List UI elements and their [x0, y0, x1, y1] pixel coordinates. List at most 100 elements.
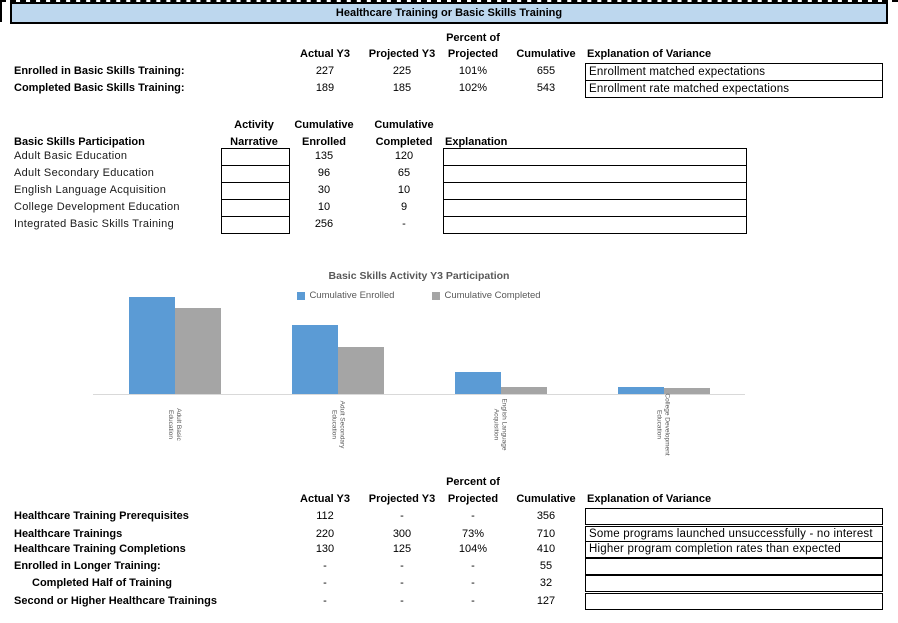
top-row-actual-value: 189 — [315, 82, 335, 94]
activity-narrative-input[interactable] — [221, 199, 290, 217]
page-break-left-tick — [0, 0, 2, 22]
legend-label: Cumulative Completed — [444, 290, 541, 301]
participation-explanation-header: Explanation — [445, 136, 508, 148]
participation-explanation-input[interactable] — [443, 199, 747, 217]
bottom-row-cumulative-value: 410 — [536, 543, 556, 555]
bottom-row-explanation-input[interactable] — [585, 508, 883, 525]
bar-enrolled-3 — [617, 387, 664, 394]
participation-enrolled-value: 135 — [314, 150, 334, 162]
category-label: English Language Acquisition — [466, 398, 536, 471]
top-row-projected-value: 185 — [392, 82, 412, 94]
participation-completed-value: 120 — [394, 150, 414, 162]
chart-x-axis — [93, 394, 745, 395]
bottom-row-projected-value: 125 — [392, 543, 412, 555]
bottom-row-explanation-input[interactable] — [585, 575, 883, 592]
bottom-row-label: Healthcare Training Completions — [14, 543, 186, 555]
bottom-percent-of-header: Percent of — [446, 476, 500, 488]
basic-skills-chart: Basic Skills Activity Y3 Participation C… — [0, 268, 898, 472]
sheet-title-banner: Healthcare Training or Basic Skills Trai… — [10, 2, 888, 24]
bottom-percent-header: Projected — [447, 493, 499, 505]
activity-header-line1: Activity — [234, 119, 274, 131]
activity-narrative-input[interactable] — [221, 148, 290, 166]
bottom-explanation-header: Explanation of Variance — [587, 493, 712, 505]
participation-row-label: English Language Acquisition — [14, 184, 167, 196]
category-label-text: Adult Secondary Education — [330, 400, 345, 449]
participation-completed-value: 10 — [397, 184, 411, 196]
participation-row-label: Adult Secondary Education — [14, 167, 155, 179]
bottom-row-actual-value: - — [323, 577, 327, 589]
bottom-row-percent-value: - — [471, 595, 475, 607]
top-percent-of-header: Percent of — [446, 32, 500, 44]
participation-completed-value: 65 — [397, 167, 411, 179]
legend-swatch-enrolled — [297, 291, 306, 300]
top-row-percent-value: 101% — [458, 65, 488, 77]
bottom-row-projected-value: - — [400, 595, 404, 607]
bottom-row-actual-value: - — [323, 595, 327, 607]
bottom-row-cumulative-value: 356 — [536, 510, 556, 522]
bar-enrolled-0 — [128, 297, 175, 394]
bottom-row-label: Completed Half of Training — [32, 577, 172, 589]
bottom-row-percent-value: 104% — [458, 543, 488, 555]
bottom-cumulative-header: Cumulative — [516, 493, 576, 505]
bottom-row-label: Healthcare Trainings — [14, 528, 123, 540]
participation-explanation-boxes — [443, 148, 747, 234]
bottom-row-cumulative-value: 32 — [539, 577, 553, 589]
bottom-row-explanation-input[interactable]: Higher program completion rates than exp… — [585, 541, 883, 558]
top-actual-header: Actual Y3 — [300, 48, 350, 60]
category-label-text: Adult Basic Education — [167, 408, 183, 441]
category-label-text: College Development Education — [656, 393, 672, 456]
top-explanation-header: Explanation of Variance — [587, 48, 712, 60]
bottom-row-explanation-input[interactable] — [585, 558, 883, 575]
bar-enrolled-2 — [454, 372, 501, 394]
chart-legend: Cumulative Enrolled Cumulative Completed — [93, 290, 745, 301]
top-row-explanation-input[interactable]: Enrollment rate matched expectations — [585, 80, 883, 98]
bar-completed-3 — [663, 388, 710, 394]
completed-header-line2: Completed — [375, 136, 433, 148]
bottom-row-actual-value: 220 — [315, 528, 335, 540]
legend-label: Cumulative Enrolled — [309, 290, 395, 301]
top-row-cumulative-value: 655 — [536, 65, 556, 77]
enrolled-header-line2: Enrolled — [301, 136, 346, 148]
top-row-label: Completed Basic Skills Training: — [14, 82, 185, 94]
bottom-row-label: Second or Higher Healthcare Trainings — [14, 595, 217, 607]
top-row-cumulative-value: 543 — [536, 82, 556, 94]
top-percent-header: Projected — [447, 48, 499, 60]
activity-narrative-input[interactable] — [221, 216, 290, 234]
top-row-explanation-input[interactable]: Enrollment matched expectations — [585, 63, 883, 81]
activity-narrative-input[interactable] — [221, 182, 290, 200]
top-row-actual-value: 227 — [315, 65, 335, 77]
bottom-row-projected-value: - — [400, 577, 404, 589]
bottom-row-label: Enrolled in Longer Training: — [14, 560, 161, 572]
top-row-label: Enrolled in Basic Skills Training: — [14, 65, 185, 77]
activity-narrative-boxes — [221, 148, 290, 234]
activity-header-line2: Narrative — [230, 136, 278, 148]
legend-item: Cumulative Enrolled — [297, 290, 394, 301]
participation-enrolled-value: 10 — [317, 201, 331, 213]
chart-title: Basic Skills Activity Y3 Participation — [328, 270, 510, 282]
participation-explanation-input[interactable] — [443, 216, 747, 234]
category-label-text: English Language Acquisition — [493, 398, 508, 451]
participation-enrolled-value: 30 — [317, 184, 331, 196]
bottom-row-percent-value: 73% — [461, 528, 485, 540]
participation-completed-value: - — [402, 218, 406, 230]
bottom-row-actual-value: 130 — [315, 543, 335, 555]
bar-completed-0 — [174, 308, 221, 394]
category-label: Adult Secondary Education — [303, 399, 373, 471]
bottom-row-percent-value: - — [471, 510, 475, 522]
activity-narrative-input[interactable] — [221, 165, 290, 183]
bottom-row-explanation-input[interactable]: Some programs launched unsuccessfully - … — [585, 526, 883, 543]
participation-explanation-input[interactable] — [443, 182, 747, 200]
bottom-row-projected-value: 300 — [392, 528, 412, 540]
bottom-row-explanation-input[interactable] — [585, 593, 883, 610]
top-projected-header: Projected Y3 — [368, 48, 436, 60]
category-label: College Development Education — [629, 393, 699, 471]
participation-explanation-input[interactable] — [443, 165, 747, 183]
bottom-row-cumulative-value: 127 — [536, 595, 556, 607]
enrolled-header-line1: Cumulative — [294, 119, 354, 131]
bottom-row-projected-value: - — [400, 560, 404, 572]
category-label: Adult Basic Education — [140, 399, 210, 471]
participation-row-label: Integrated Basic Skills Training — [14, 218, 175, 230]
completed-header-line1: Cumulative — [374, 119, 434, 131]
participation-explanation-input[interactable] — [443, 148, 747, 166]
